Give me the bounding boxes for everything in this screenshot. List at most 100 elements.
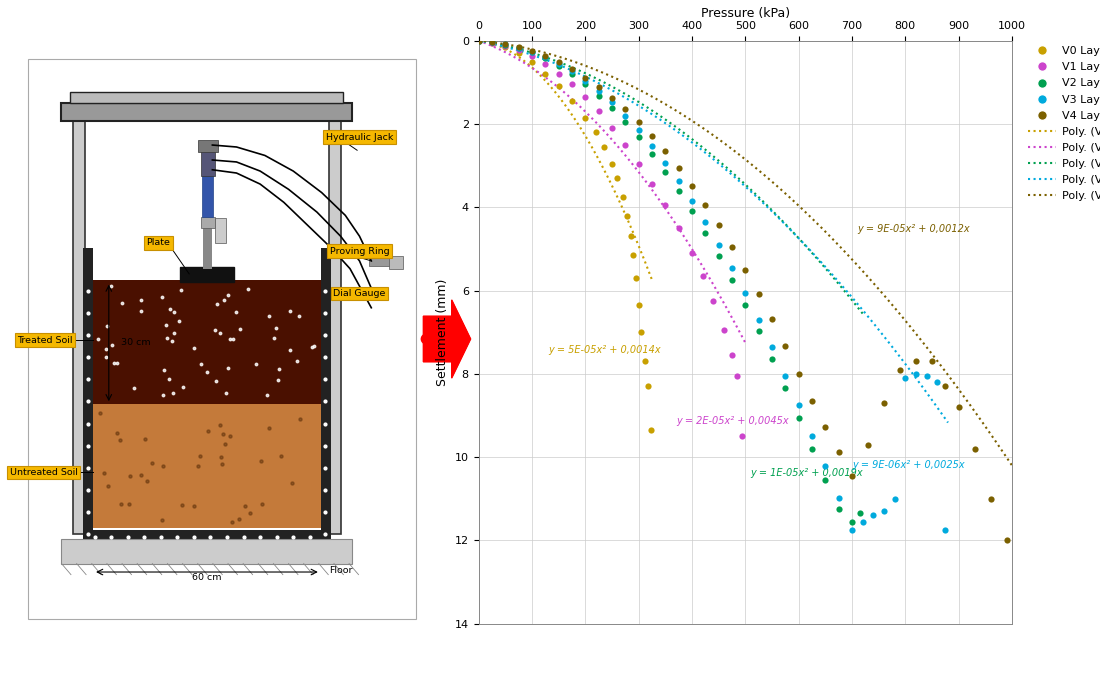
Point [603, 123, 620, 134]
Point [886, 494, 903, 504]
Point [483, 36, 500, 47]
Bar [202, 174, 213, 217]
Point [928, 377, 946, 388]
Point [627, 273, 645, 283]
Bar [62, 539, 352, 563]
Bar [216, 218, 225, 243]
Point [966, 443, 983, 454]
Point [737, 288, 755, 299]
Point [629, 300, 647, 311]
Point [603, 97, 620, 108]
Point [670, 162, 688, 173]
Point [777, 340, 794, 351]
Point [483, 37, 500, 47]
Point [723, 275, 740, 285]
Point [563, 66, 581, 77]
Point [576, 73, 594, 83]
Point [470, 35, 487, 46]
Point [710, 251, 727, 262]
Point [865, 509, 882, 520]
Point [616, 117, 634, 127]
Text: Plate: Plate [146, 238, 170, 247]
Point [683, 196, 701, 207]
Point [923, 356, 940, 367]
Point [483, 37, 500, 48]
Text: 30 cm: 30 cm [121, 338, 151, 347]
Point [621, 231, 639, 242]
Point [509, 42, 527, 53]
Point [644, 148, 661, 159]
Point [595, 142, 613, 153]
Point [998, 535, 1015, 546]
Point [603, 92, 620, 103]
Point [803, 430, 821, 441]
Text: Treated Soil: Treated Soil [18, 336, 73, 345]
Point [670, 176, 688, 187]
Point [563, 96, 581, 106]
Point [470, 35, 487, 46]
Point [777, 370, 794, 381]
Point [509, 45, 527, 56]
Point [537, 59, 554, 70]
Point [629, 158, 647, 169]
Point [750, 288, 768, 299]
Point [496, 39, 514, 49]
Point [763, 354, 781, 365]
Bar [204, 226, 212, 268]
Point [696, 228, 714, 239]
Text: y = 1E-05x² + 0,0019x: y = 1E-05x² + 0,0019x [750, 468, 864, 478]
Legend: V0 Layer, V1 Layer, V2 Layer, V3 Layer, V4 Layer, Poly. (V0 Layer), Poly. (V1 La: V0 Layer, V1 Layer, V2 Layer, V3 Layer, … [1028, 46, 1100, 201]
Point [728, 370, 746, 381]
Point [936, 525, 954, 536]
Text: Proving Ring: Proving Ring [330, 247, 389, 256]
Point [657, 167, 674, 178]
Point [632, 327, 650, 338]
Point [982, 494, 1000, 504]
Bar [70, 92, 343, 103]
Point [550, 68, 568, 79]
Point [590, 106, 607, 117]
Point [563, 64, 581, 75]
Point [803, 443, 821, 454]
Point [737, 264, 755, 275]
Point [483, 37, 500, 47]
Point [537, 68, 554, 79]
Point [829, 447, 847, 458]
Point [710, 220, 727, 231]
Point [639, 381, 657, 392]
Point [496, 39, 514, 50]
Point [550, 57, 568, 68]
Text: Untreated Soil: Untreated Soil [10, 468, 77, 477]
Bar [82, 248, 94, 541]
Point [908, 356, 925, 367]
Text: 60 cm: 60 cm [192, 573, 221, 582]
Point [854, 517, 871, 527]
Point [576, 113, 594, 123]
Point [843, 471, 860, 481]
Point [803, 395, 821, 406]
Point [896, 373, 914, 384]
Point [524, 51, 541, 62]
Bar [200, 217, 214, 228]
Point [876, 506, 893, 517]
Point [537, 53, 554, 64]
Point [790, 412, 807, 423]
Point [949, 402, 967, 413]
Point [496, 41, 514, 52]
Point [644, 179, 661, 190]
Point [616, 104, 634, 115]
Point [829, 504, 847, 515]
Point [470, 35, 487, 46]
Bar [94, 281, 321, 404]
Point [629, 132, 647, 143]
Point [550, 60, 568, 71]
Point [816, 461, 834, 472]
Point [590, 85, 607, 96]
Point [644, 131, 661, 142]
Point [723, 241, 740, 252]
Point [509, 41, 527, 52]
Point [470, 35, 487, 46]
Point [657, 200, 674, 211]
Point [891, 364, 909, 375]
Point [470, 35, 487, 46]
